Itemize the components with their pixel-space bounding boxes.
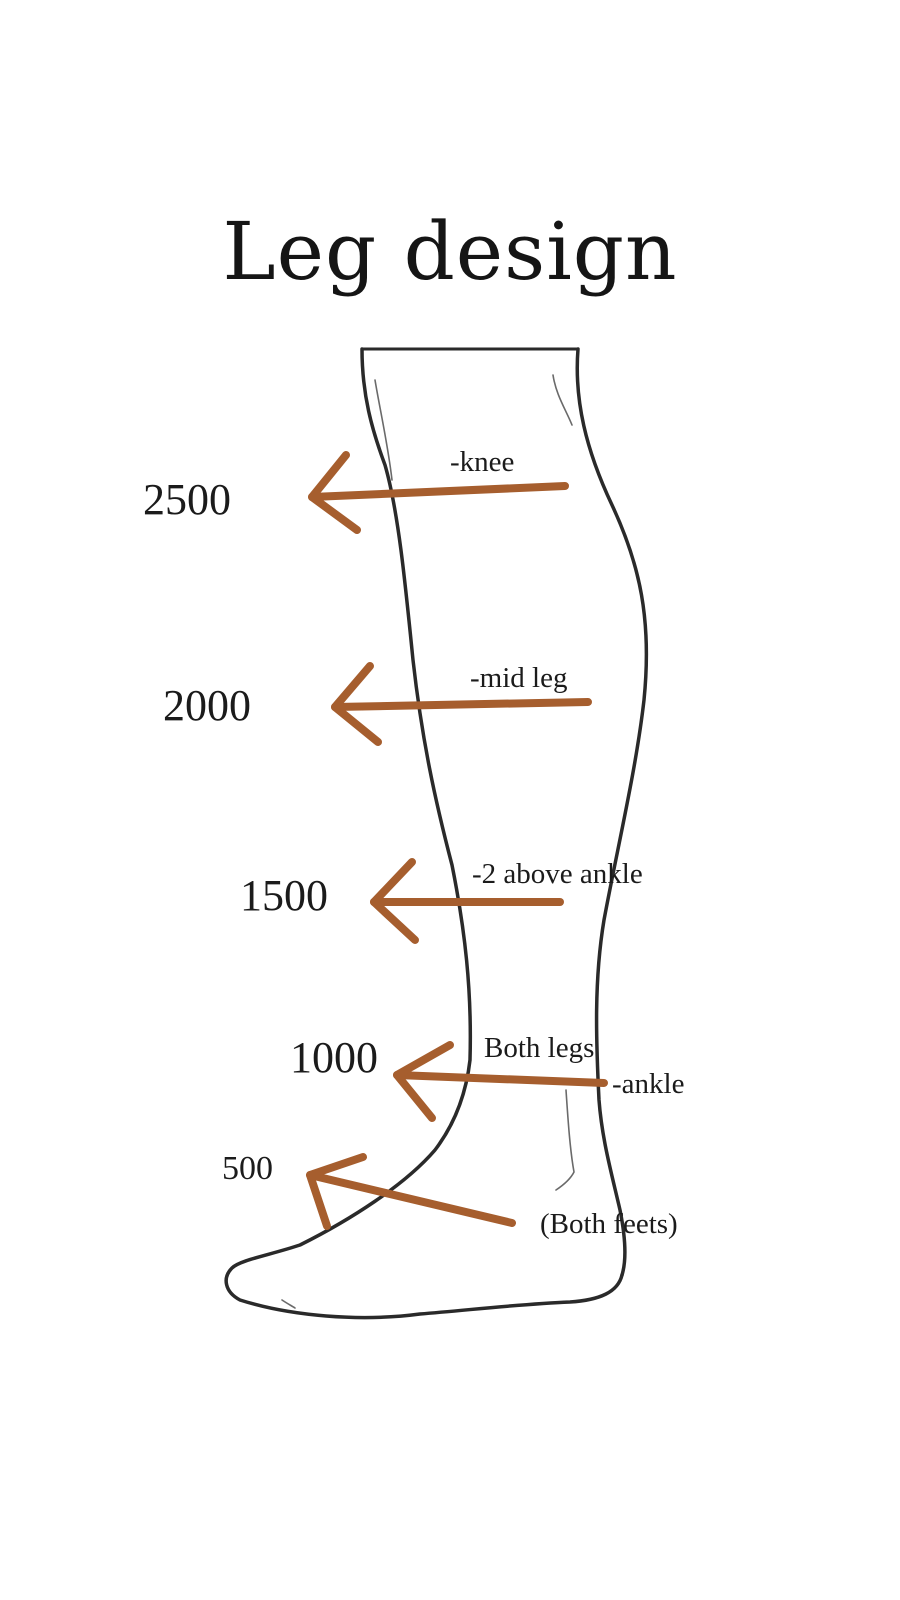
arrow-feet <box>306 1153 516 1230</box>
price-feet: 500 <box>222 1150 273 1187</box>
arrow-mid-leg <box>331 662 592 746</box>
page-title: Leg design <box>222 205 678 298</box>
arrow-ankle <box>393 1041 608 1122</box>
leg-back-contour <box>224 347 624 1320</box>
toe-line <box>281 1299 296 1309</box>
zone-label-ankle: -ankle <box>612 1068 685 1100</box>
leg-inner-line-left <box>374 379 393 481</box>
zone-label-above-ankle: -2 above ankle <box>472 858 643 890</box>
arrow-knee <box>308 451 569 534</box>
price-ankle: 1000 <box>290 1033 378 1082</box>
zone-label-mid-leg: -mid leg <box>470 662 568 694</box>
price-knee: 2500 <box>143 475 231 524</box>
leg-front-contour <box>575 347 649 1277</box>
price-mid-leg: 2000 <box>163 681 251 730</box>
arrow-above-ankle <box>370 858 564 944</box>
zone-note-both-legs: Both legs <box>484 1032 595 1064</box>
ankle-bone-line <box>555 1089 575 1191</box>
zone-label-knee: -knee <box>450 446 515 478</box>
leg-inner-line-right <box>552 374 573 426</box>
price-above-ankle: 1500 <box>240 871 328 920</box>
zone-label-feet: (Both feets) <box>540 1208 678 1240</box>
